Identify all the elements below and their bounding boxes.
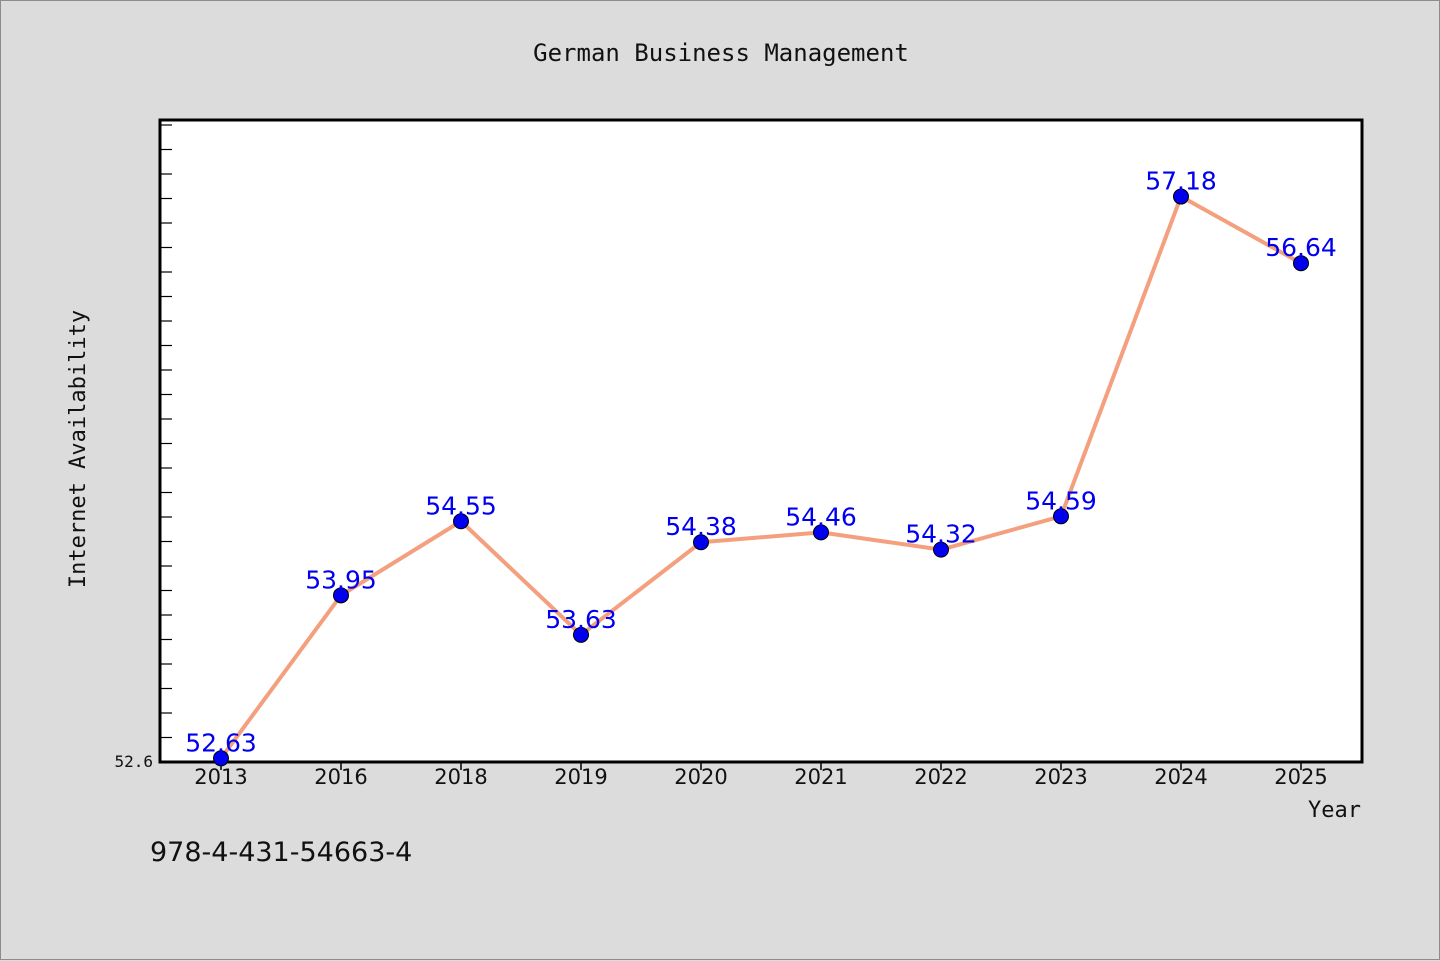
data-label: 56.64 (1265, 233, 1337, 262)
y-axis-ticks (160, 124, 172, 739)
data-point (453, 513, 469, 530)
x-axis-tick-labels: 2013 2016 2018 2019 2020 2021 2022 2023 2024 2025 (194, 765, 1327, 789)
y-axis-min-label: 52.6 (114, 752, 153, 771)
x-tick-label: 2025 (1274, 765, 1327, 789)
data-label: 54.32 (905, 520, 977, 549)
data-point (333, 587, 349, 604)
data-point (1173, 188, 1189, 205)
x-tick-label: 2016 (314, 765, 367, 789)
data-labels: 52.63 53.95 54.55 53.63 54.38 54.46 54.32 54.59… (185, 167, 1337, 758)
x-tick-label: 2021 (794, 765, 847, 789)
data-point (213, 750, 229, 767)
plot-area (158, 118, 1364, 764)
x-axis-label: Year (1308, 798, 1361, 823)
x-tick-label: 2023 (1034, 765, 1087, 789)
data-point (933, 541, 949, 558)
x-tick-label: 2018 (434, 765, 487, 789)
x-tick-label: 2019 (554, 765, 607, 789)
isbn-caption: 978-4-431-54663-4 (150, 837, 413, 868)
data-point (693, 534, 709, 551)
data-point (1293, 255, 1309, 272)
data-label: 53.63 (545, 605, 617, 634)
data-label: 54.59 (1025, 486, 1097, 515)
x-tick-label: 2020 (674, 765, 727, 789)
x-tick-label: 2013 (194, 765, 247, 789)
data-label: 54.46 (785, 502, 857, 531)
data-point (573, 626, 589, 643)
data-point (1053, 508, 1069, 525)
y-axis-label: Internet Availability (66, 310, 91, 588)
data-label: 54.38 (665, 512, 737, 541)
chart-title: German Business Management (533, 39, 909, 67)
x-tick-label: 2022 (914, 765, 967, 789)
series-line (219, 194, 1302, 760)
data-label: 54.55 (425, 491, 497, 520)
x-tick-label: 2024 (1154, 765, 1207, 789)
series-markers (213, 188, 1309, 767)
data-label: 52.63 (185, 728, 257, 757)
data-label: 53.95 (305, 565, 377, 594)
data-label: 57.18 (1145, 167, 1217, 196)
data-point (813, 524, 829, 541)
